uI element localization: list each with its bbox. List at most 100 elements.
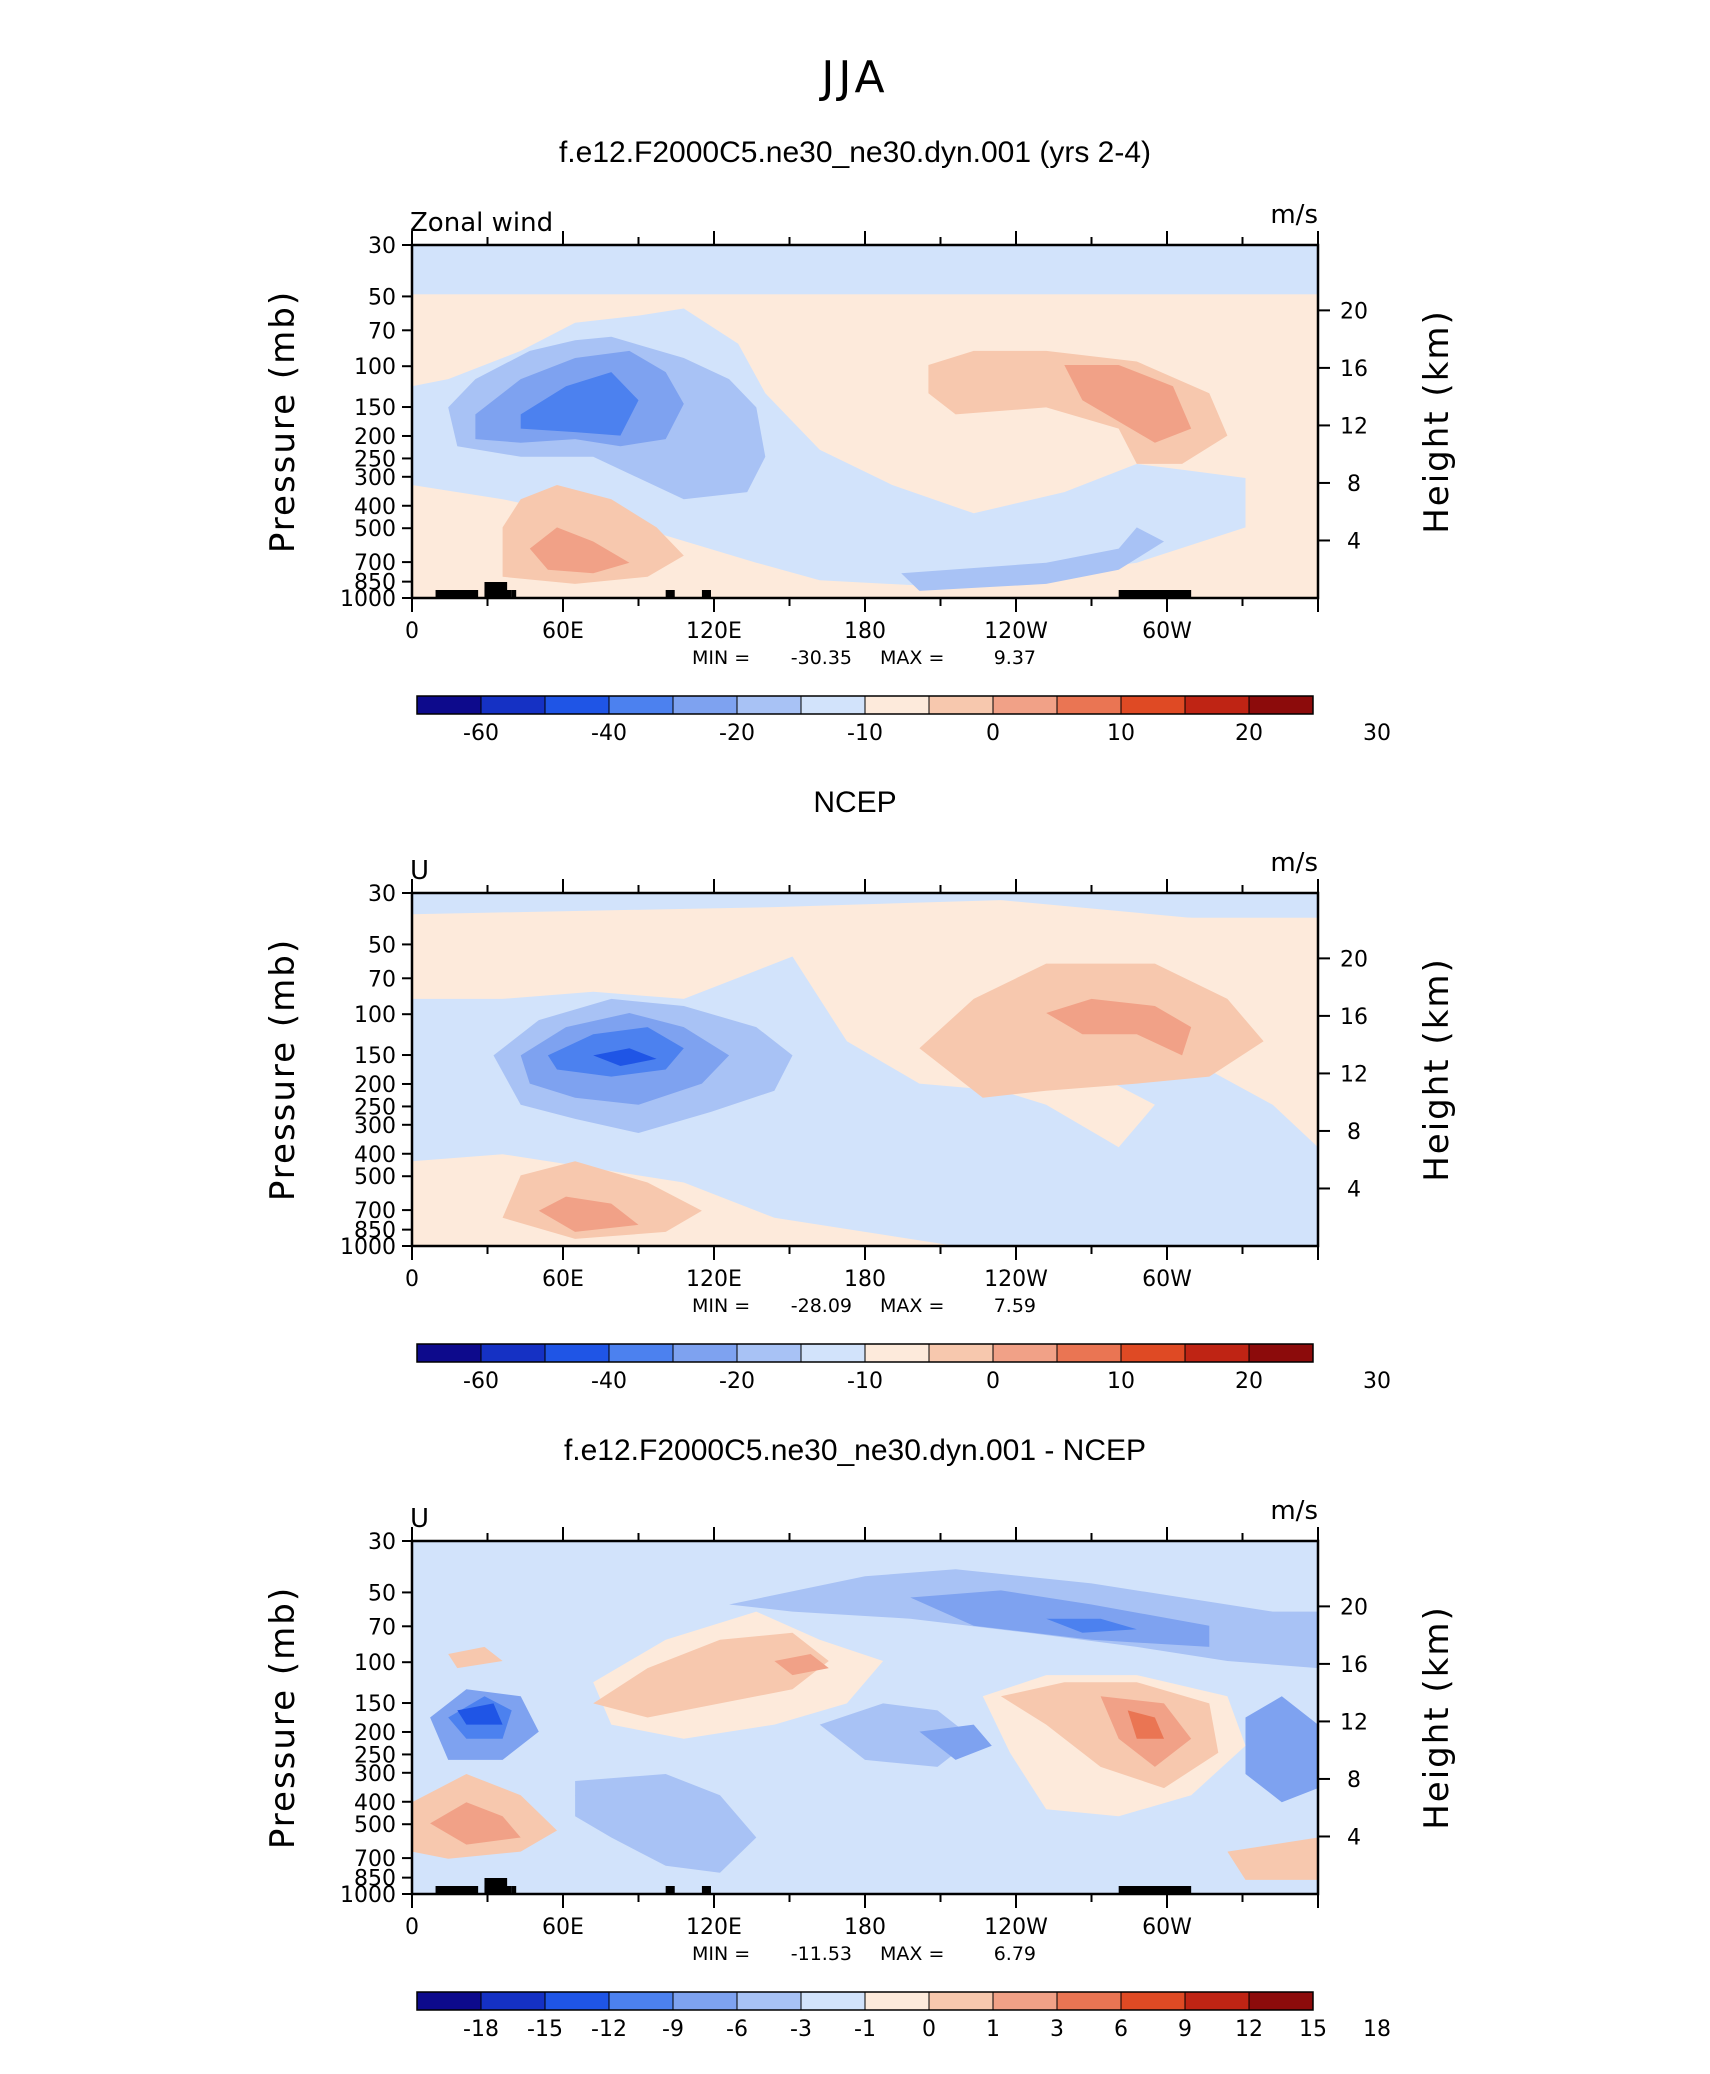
- colorbar-swatch: [1056, 695, 1122, 715]
- colorbar-label: 20: [1235, 1369, 1263, 1394]
- colorbar-swatch: [1248, 1343, 1314, 1363]
- colorbar-label: 0: [986, 721, 1000, 746]
- y-tick-label: 700: [354, 551, 396, 576]
- colorbar-label: 20: [1235, 721, 1263, 746]
- contour-fill: [1064, 365, 1192, 443]
- panel-1: f.e12.F2000C5.ne30_ne30.dyn.001 (yrs 2-4…: [263, 136, 1457, 746]
- colorbar-swatch: [736, 1343, 802, 1363]
- colorbar-label: -40: [591, 721, 627, 746]
- topography: [701, 1886, 711, 1894]
- y2-tick-label: 12: [1340, 1062, 1368, 1087]
- colorbar-swatch: [928, 1991, 994, 2011]
- contour-fill: [430, 1802, 521, 1845]
- contour-fill: [593, 1048, 657, 1066]
- x-tick-label: 180: [844, 619, 886, 644]
- colorbar-swatch: [672, 1343, 738, 1363]
- y-tick-label: 300: [354, 466, 396, 491]
- contour-fill: [538, 1196, 639, 1232]
- y2-tick-label: 20: [1340, 299, 1368, 324]
- units-label: m/s: [1270, 200, 1318, 230]
- colorbar-label: -18: [463, 2017, 499, 2042]
- contour-fill: [910, 1590, 1210, 1647]
- x-tick-label: 120W: [984, 1267, 1048, 1292]
- colorbar-swatch: [928, 695, 994, 715]
- colorbar-swatch: [544, 1991, 610, 2011]
- x-tick-label: 120W: [984, 1915, 1048, 1940]
- y-tick-label: 400: [354, 1143, 396, 1168]
- colorbar-label: -15: [527, 2017, 563, 2042]
- colorbar-label: 30: [1363, 1369, 1391, 1394]
- colorbar-swatch: [1120, 695, 1186, 715]
- y-axis-label: Pressure (mb): [263, 1586, 303, 1849]
- y-tick-label: 250: [354, 447, 396, 472]
- y-tick-label: 1000: [340, 587, 396, 612]
- y2-tick-label: 20: [1340, 1595, 1368, 1620]
- topography: [511, 590, 517, 598]
- contour-band: [412, 245, 1318, 295]
- min-value: -28.09: [791, 1295, 852, 1317]
- topography: [1118, 590, 1192, 598]
- colorbar-label: -20: [719, 1369, 755, 1394]
- y-tick-label: 700: [354, 1199, 396, 1224]
- x-tick-label: 60E: [542, 619, 584, 644]
- y2-tick-label: 12: [1340, 1710, 1368, 1735]
- y-tick-label: 850: [354, 1867, 396, 1892]
- contour-fill: [457, 1703, 503, 1725]
- y-tick-label: 500: [354, 517, 396, 542]
- max-value: 7.59: [994, 1295, 1036, 1317]
- contour-fill: [575, 1774, 757, 1873]
- colorbar-label: 30: [1363, 721, 1391, 746]
- colorbar-swatch: [416, 1343, 482, 1363]
- colorbar-swatch: [800, 695, 866, 715]
- contour-fill: [1046, 998, 1192, 1056]
- y-tick-label: 500: [354, 1165, 396, 1190]
- y-tick-label: 1000: [340, 1235, 396, 1260]
- y-tick-label: 70: [368, 1615, 396, 1640]
- colorbar-frame: [416, 695, 1314, 715]
- colorbar-label: 12: [1235, 2017, 1263, 2042]
- min-label: MIN =: [692, 647, 750, 669]
- panel-title: NCEP: [813, 786, 896, 819]
- x-tick-label: 180: [844, 1267, 886, 1292]
- x-tick-label: 0: [405, 1267, 419, 1292]
- colorbar-swatch: [608, 695, 674, 715]
- x-tick-label: 60W: [1142, 619, 1192, 644]
- topography: [701, 590, 711, 598]
- contour-fill: [1227, 1837, 1318, 1880]
- y-tick-label: 50: [368, 933, 396, 958]
- y2-axis-label: Height (km): [1417, 957, 1457, 1182]
- colorbar-swatch: [800, 1343, 866, 1363]
- colorbar-swatch: [416, 695, 482, 715]
- min-label: MIN =: [692, 1295, 750, 1317]
- y-axis-label: Pressure (mb): [263, 290, 303, 553]
- topography: [511, 1886, 517, 1894]
- y-tick-label: 1000: [340, 1883, 396, 1908]
- y2-tick-label: 4: [1347, 1825, 1361, 1850]
- y2-tick-label: 20: [1340, 947, 1368, 972]
- x-tick-label: 60E: [542, 1915, 584, 1940]
- colorbar-swatch: [864, 1343, 930, 1363]
- topography: [484, 1878, 508, 1894]
- contour-fill: [1046, 1618, 1137, 1633]
- y-tick-label: 300: [354, 1114, 396, 1139]
- panel-3: f.e12.F2000C5.ne30_ne30.dyn.001 - NCEP U m…: [263, 1434, 1457, 2042]
- topography: [484, 582, 508, 598]
- colorbar-label: -60: [463, 721, 499, 746]
- topography: [665, 1886, 675, 1894]
- colorbar-label: -40: [591, 1369, 627, 1394]
- max-label: MAX =: [880, 647, 944, 669]
- colorbar-swatch: [800, 1991, 866, 2011]
- y-tick-label: 500: [354, 1813, 396, 1838]
- colorbar-swatch: [736, 1991, 802, 2011]
- colorbar-label: -3: [790, 2017, 812, 2042]
- colorbar-label: -20: [719, 721, 755, 746]
- y-axis-label: Pressure (mb): [263, 938, 303, 1201]
- y2-tick-label: 4: [1347, 1177, 1361, 1202]
- colorbar-label: 0: [922, 2017, 936, 2042]
- y-tick-label: 850: [354, 571, 396, 596]
- units-label: m/s: [1270, 848, 1318, 878]
- min-value: -11.53: [791, 1943, 852, 1965]
- colorbar-swatch: [1184, 1343, 1250, 1363]
- colorbar-label: 3: [1050, 2017, 1064, 2042]
- colorbar-label: -10: [847, 721, 883, 746]
